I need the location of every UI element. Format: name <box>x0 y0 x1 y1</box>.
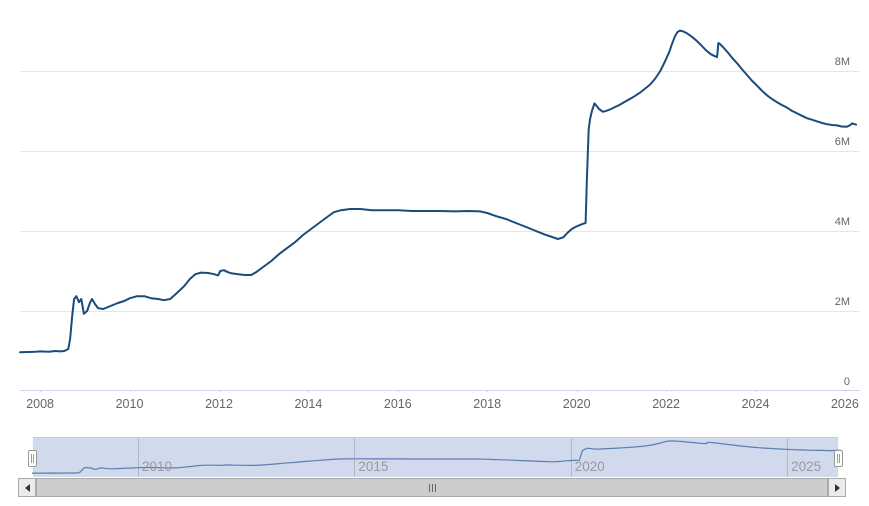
x-axis-label: 2026 <box>830 397 859 411</box>
series-line <box>19 29 858 354</box>
y-axis-label: 0 <box>843 376 850 388</box>
right-arrow-icon <box>834 483 840 492</box>
x-axis-label: 2014 <box>294 397 323 411</box>
scrollbar-track[interactable] <box>36 478 828 497</box>
x-axis-label: 2012 <box>205 397 233 411</box>
scrollbar-left-button[interactable] <box>18 478 36 497</box>
navigator-year-label: 2020 <box>574 459 605 474</box>
scrollbar-right-button[interactable] <box>828 478 846 497</box>
y-axis-label: 4M <box>834 216 850 228</box>
x-axis-label: 2018 <box>473 397 502 411</box>
x-axis-label: 2016 <box>383 397 412 411</box>
left-arrow-icon <box>24 483 30 492</box>
x-axis-label: 2010 <box>115 397 144 411</box>
navigator-year-label: 2010 <box>142 459 173 474</box>
y-axis-label: 2M <box>834 296 850 308</box>
main-plot-area[interactable] <box>0 0 869 392</box>
navigator-year-label: 2025 <box>791 459 822 474</box>
navigator-year-label: 2015 <box>358 459 389 474</box>
navigator-left-handle-icon[interactable] <box>28 450 38 467</box>
navigator[interactable] <box>0 437 869 477</box>
scrollbar[interactable] <box>18 478 846 497</box>
x-axis-label: 2020 <box>562 397 591 411</box>
grip-rivets-icon <box>428 483 436 492</box>
x-axis-label: 2024 <box>741 397 770 411</box>
navigator-series-line <box>32 440 842 474</box>
scrollbar-thumb[interactable] <box>36 478 828 497</box>
x-axis-label: 2008 <box>26 397 54 411</box>
y-axis-label: 8M <box>834 56 850 68</box>
y-axis-label: 6M <box>834 136 850 148</box>
x-axis-label: 2022 <box>652 397 680 411</box>
navigator-right-handle-icon[interactable] <box>833 450 843 467</box>
